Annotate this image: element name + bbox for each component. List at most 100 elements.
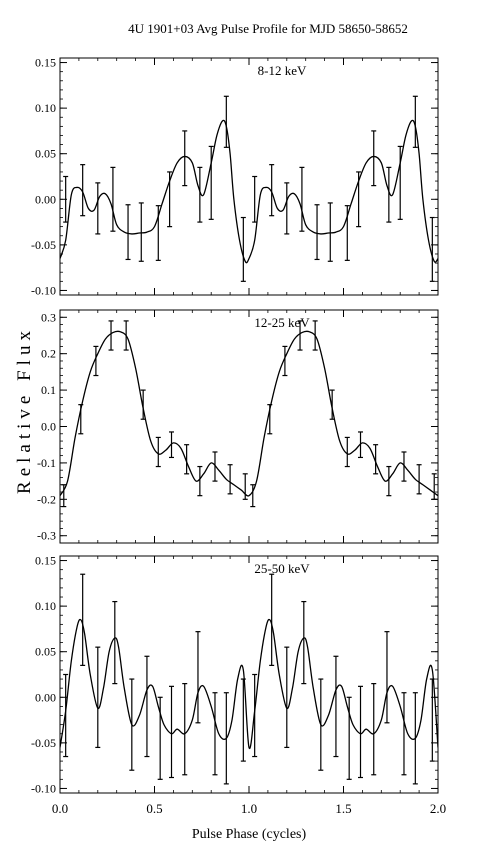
error-bar <box>250 484 256 508</box>
error-bar <box>197 166 203 223</box>
error-bar <box>184 444 190 475</box>
error-bar <box>95 646 101 749</box>
error-bar <box>212 692 218 776</box>
error-bar <box>356 171 362 228</box>
error-bar <box>401 451 407 482</box>
y-tick-label: -0.10 <box>31 781 56 795</box>
x-tick-label: 1.5 <box>335 801 351 816</box>
error-bar <box>157 696 163 780</box>
error-bar <box>429 678 435 762</box>
error-bar <box>412 95 418 148</box>
error-bar <box>344 205 350 261</box>
error-bar <box>358 431 364 459</box>
error-bar <box>240 216 246 282</box>
error-bar <box>269 164 275 217</box>
error-bar <box>371 683 377 776</box>
error-bar <box>314 204 320 261</box>
error-bar <box>169 431 175 459</box>
error-bar <box>299 166 305 232</box>
error-bar <box>169 685 175 779</box>
x-tick-label: 2.0 <box>430 801 446 816</box>
error-bar <box>78 404 84 435</box>
error-bar <box>155 205 161 261</box>
error-bar <box>182 683 188 776</box>
error-bar <box>242 473 248 500</box>
error-bar <box>329 389 335 420</box>
error-bar <box>63 175 69 223</box>
error-bar <box>284 182 290 235</box>
energy-band-label: 25-50 keV <box>254 561 310 576</box>
error-bar <box>195 631 201 724</box>
error-bar <box>284 646 290 749</box>
error-bar <box>327 202 333 262</box>
error-bar <box>95 182 101 235</box>
error-bar <box>240 678 246 762</box>
error-bar <box>346 696 352 780</box>
error-bar <box>333 655 339 758</box>
error-bar <box>373 444 379 475</box>
error-bar <box>301 600 307 685</box>
error-bar <box>371 130 377 187</box>
error-bar <box>125 204 131 261</box>
error-bar <box>182 130 188 187</box>
panel-12-25-kev: -0.3 -0.2 -0.1 0.0 0.1 0.2 0.3 12-25 keV <box>37 309 439 544</box>
error-bar <box>252 673 258 758</box>
error-bar <box>267 404 273 435</box>
error-bar <box>227 464 233 495</box>
error-bar <box>223 692 229 785</box>
error-bar <box>344 436 350 468</box>
error-bar <box>110 166 116 232</box>
y-tick-label: 0.15 <box>35 554 56 568</box>
error-bar <box>401 692 407 776</box>
error-bar <box>358 685 364 779</box>
error-bar <box>312 320 318 351</box>
y-tick-label: 0.3 <box>41 310 56 324</box>
error-bar <box>140 389 146 420</box>
energy-band-label: 12-25 keV <box>254 315 310 330</box>
error-bar <box>431 473 437 500</box>
error-bar <box>144 655 150 758</box>
plot-frame <box>59 555 439 794</box>
error-bar <box>386 166 392 223</box>
y-tick-label: 0.10 <box>35 101 56 115</box>
error-bar <box>138 202 144 262</box>
error-bar <box>282 345 288 377</box>
error-bar <box>167 171 173 228</box>
y-tick-label: -0.10 <box>31 283 56 297</box>
figure-title: 4U 1901+03 Avg Pulse Profile for MJD 586… <box>128 21 408 36</box>
profile-curve <box>60 330 438 497</box>
y-axis-label: Relative Flux <box>14 326 35 494</box>
error-bar <box>297 320 303 351</box>
y-tick-label: -0.05 <box>31 238 56 252</box>
error-bar <box>212 451 218 482</box>
panel-25-50-kev: -0.10 -0.05 0.00 0.05 0.10 0.15 0.0 0.5 1.0 1.5 2.… <box>31 554 446 816</box>
error-bar <box>412 692 418 785</box>
error-bar <box>318 678 324 771</box>
energy-band-label: 8-12 keV <box>258 63 307 78</box>
y-tick-label: 0.00 <box>35 690 56 704</box>
error-bar <box>80 573 86 666</box>
y-tick-label: 0.05 <box>35 147 56 161</box>
y-tick-label: 0.1 <box>41 383 56 397</box>
error-bar <box>112 600 118 685</box>
error-bar <box>80 164 86 217</box>
x-axis-label: Pulse Phase (cycles) <box>192 827 307 842</box>
error-bar <box>63 673 69 758</box>
error-bar <box>269 573 275 666</box>
error-bar <box>384 631 390 724</box>
y-tick-label: 0.0 <box>41 420 56 434</box>
x-tick-label: 1.0 <box>241 801 257 816</box>
y-tick-label: 0.15 <box>35 56 56 70</box>
error-bar <box>61 484 67 508</box>
error-bar <box>155 436 161 468</box>
x-tick-label: 0.0 <box>52 801 68 816</box>
y-tick-label: 0.10 <box>35 599 56 613</box>
error-bar <box>252 175 258 223</box>
error-bar <box>223 95 229 148</box>
error-bar <box>129 678 135 771</box>
plot-frame <box>59 309 439 544</box>
error-bar <box>197 465 203 497</box>
error-bar <box>416 464 422 495</box>
error-bar <box>123 320 129 351</box>
